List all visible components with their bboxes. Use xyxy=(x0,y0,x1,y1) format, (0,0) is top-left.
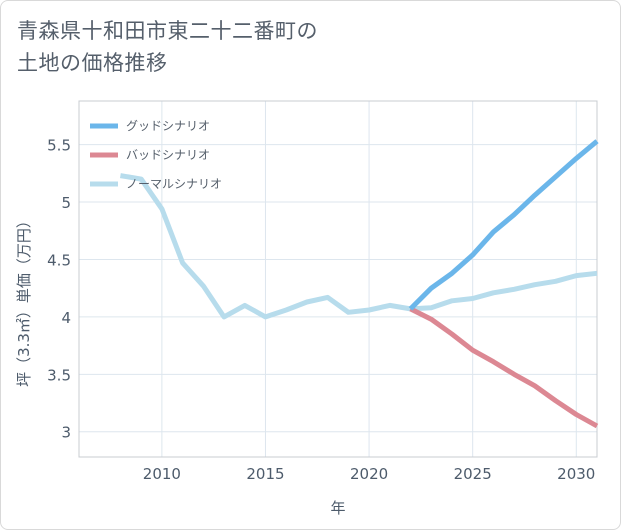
x-tick-label: 2015 xyxy=(246,465,284,483)
grid-lines xyxy=(79,101,597,457)
series-line-1 xyxy=(409,306,599,429)
chart-title: 青森県十和田市東二十二番町の 土地の価格推移 xyxy=(17,15,318,79)
x-tick-label: 2025 xyxy=(454,465,492,483)
y-tick-label: 4 xyxy=(61,309,71,327)
y-tick-label: 4.5 xyxy=(47,251,71,269)
x-tick-label: 2020 xyxy=(350,465,388,483)
chart-title-line-2: 土地の価格推移 xyxy=(17,51,168,75)
x-axis-label: 年 xyxy=(330,499,345,517)
x-tick-label: 2030 xyxy=(557,465,595,483)
y-tick-labels: 3 3.5 4 4.5 5 5.5 xyxy=(47,137,71,442)
chart-title-line-1: 青森県十和田市東二十二番町の xyxy=(17,19,318,43)
y-tick-label: 3 xyxy=(61,424,71,442)
legend-label-1: バッドシナリオ xyxy=(126,148,210,162)
y-tick-label: 5 xyxy=(61,194,71,212)
x-tick-label: 2010 xyxy=(143,465,181,483)
legend-label-2: ノーマルシナリオ xyxy=(126,177,222,191)
series-lines xyxy=(119,139,599,429)
legend-label-0: グッドシナリオ xyxy=(126,119,210,133)
plot-area-border xyxy=(78,100,598,458)
x-tick-labels: 2010 2015 2020 2025 2030 xyxy=(143,465,596,483)
series-line-0 xyxy=(408,139,599,311)
series-line-2 xyxy=(119,173,598,320)
y-tick-label: 3.5 xyxy=(47,366,71,384)
y-tick-label: 5.5 xyxy=(47,137,71,155)
y-axis-label: 坪（3.3㎡）単価（万円） xyxy=(15,213,33,387)
